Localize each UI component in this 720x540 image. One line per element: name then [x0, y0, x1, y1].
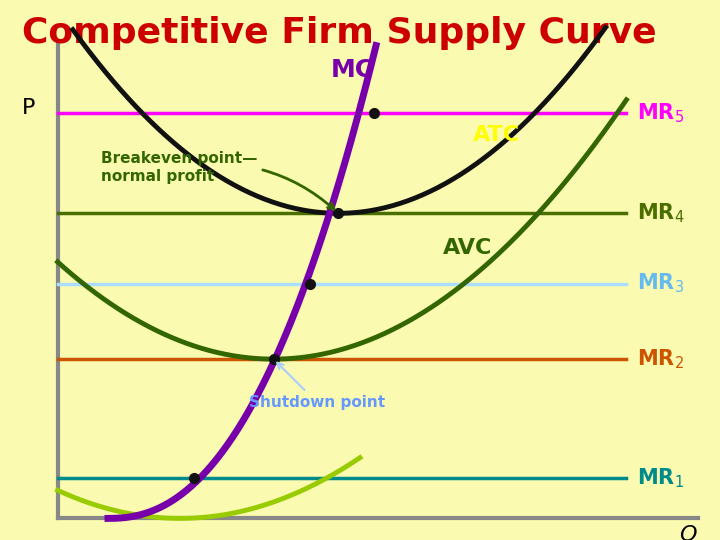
Text: Breakeven point—
normal profit: Breakeven point— normal profit [101, 151, 334, 210]
Text: Competitive Firm Supply Curve: Competitive Firm Supply Curve [22, 16, 656, 50]
Text: MR$_{1}$: MR$_{1}$ [637, 466, 684, 490]
Text: AVC: AVC [444, 238, 492, 259]
Text: MR$_{3}$: MR$_{3}$ [637, 272, 684, 295]
Text: P: P [22, 98, 35, 118]
Text: MR$_{2}$: MR$_{2}$ [637, 347, 684, 371]
Text: ATC: ATC [473, 125, 521, 145]
Text: MC: MC [331, 58, 374, 82]
Text: Shutdown point: Shutdown point [248, 363, 385, 410]
Text: MR$_{4}$: MR$_{4}$ [637, 201, 685, 225]
Text: Q: Q [679, 524, 696, 540]
Text: MR$_{5}$: MR$_{5}$ [637, 102, 684, 125]
